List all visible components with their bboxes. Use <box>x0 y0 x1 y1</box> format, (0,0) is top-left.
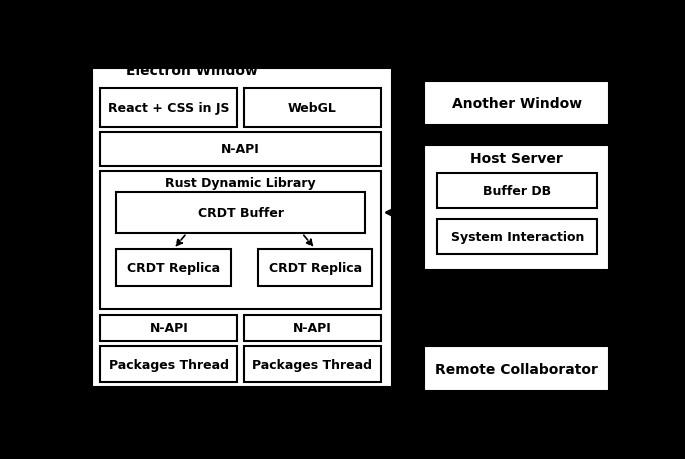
Text: N-API: N-API <box>221 143 260 156</box>
FancyBboxPatch shape <box>101 172 381 309</box>
FancyBboxPatch shape <box>244 347 381 382</box>
Text: Electron Window: Electron Window <box>126 64 258 78</box>
FancyBboxPatch shape <box>101 133 381 167</box>
FancyBboxPatch shape <box>437 174 597 209</box>
FancyBboxPatch shape <box>101 347 238 382</box>
FancyBboxPatch shape <box>244 89 381 128</box>
FancyBboxPatch shape <box>116 249 231 286</box>
Text: CRDT Buffer: CRDT Buffer <box>198 207 284 220</box>
Text: Another Window: Another Window <box>451 97 582 111</box>
Text: Packages Thread: Packages Thread <box>252 358 373 371</box>
Text: React + CSS in JS: React + CSS in JS <box>108 101 229 115</box>
Text: N-API: N-API <box>293 322 332 335</box>
FancyBboxPatch shape <box>244 315 381 341</box>
Text: CRDT Replica: CRDT Replica <box>269 262 362 274</box>
Text: Rust Dynamic Library: Rust Dynamic Library <box>165 177 316 190</box>
Text: WebGL: WebGL <box>288 101 337 115</box>
FancyBboxPatch shape <box>424 82 609 126</box>
Text: System Interaction: System Interaction <box>451 230 584 244</box>
Text: CRDT Replica: CRDT Replica <box>127 262 220 274</box>
FancyBboxPatch shape <box>258 249 373 286</box>
Text: Host Server: Host Server <box>471 151 563 165</box>
FancyBboxPatch shape <box>116 193 365 234</box>
Text: Remote Collaborator: Remote Collaborator <box>435 362 598 376</box>
Text: Buffer DB: Buffer DB <box>483 185 551 198</box>
FancyBboxPatch shape <box>437 219 597 255</box>
FancyBboxPatch shape <box>424 145 609 271</box>
Text: Packages Thread: Packages Thread <box>109 358 229 371</box>
Text: N-API: N-API <box>149 322 188 335</box>
FancyBboxPatch shape <box>101 315 238 341</box>
FancyBboxPatch shape <box>424 347 609 391</box>
FancyBboxPatch shape <box>92 69 392 387</box>
FancyBboxPatch shape <box>101 89 238 128</box>
